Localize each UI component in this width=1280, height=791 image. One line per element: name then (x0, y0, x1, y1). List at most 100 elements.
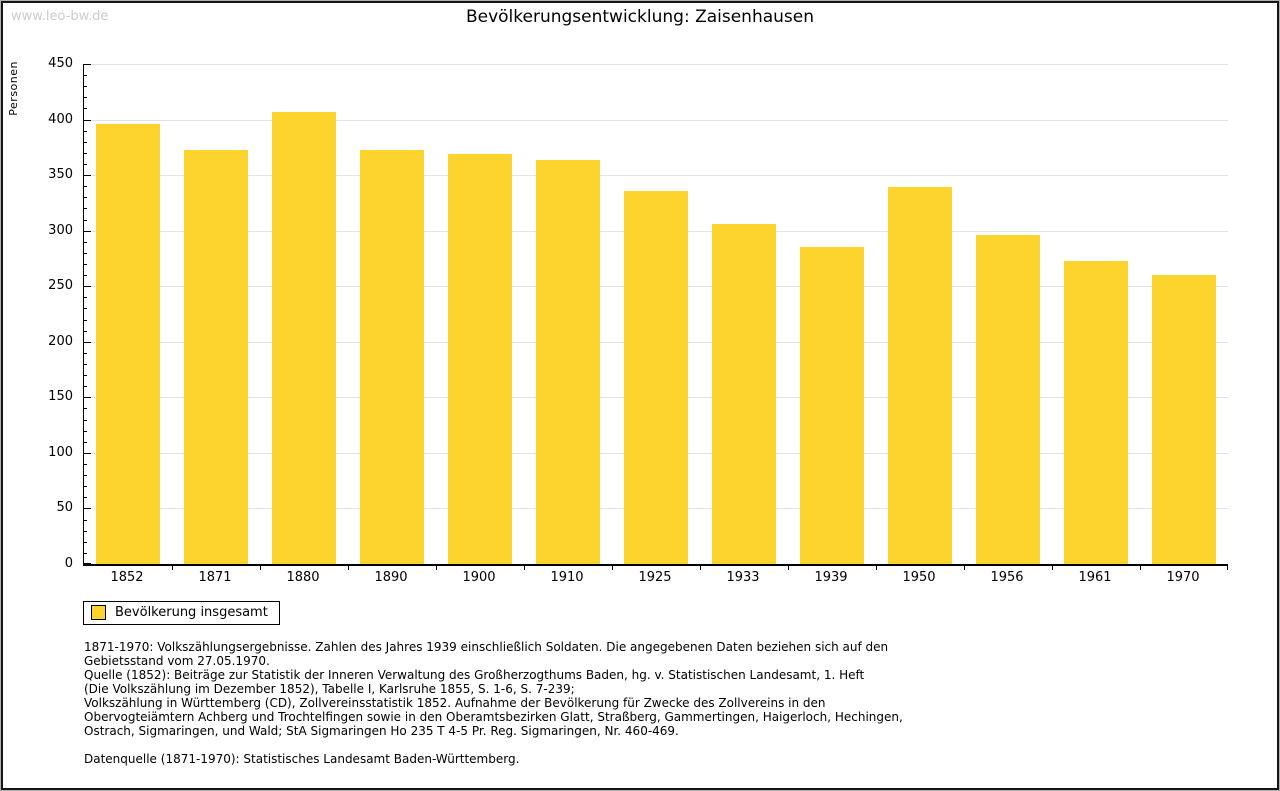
y-minor-tick-130 (84, 419, 87, 421)
y-tick-label-100: 100 (48, 444, 73, 460)
y-minor-tick-430 (84, 86, 87, 88)
x-boundary-tick-11 (1052, 566, 1053, 570)
footer-line: Volkszählung in Württemberg (CD), Zollve… (84, 696, 826, 710)
y-minor-tick-30 (84, 530, 87, 532)
footer-line: Ostrach, Sigmaringen, und Wald; StA Sigm… (84, 724, 679, 738)
y-minor-tick-290 (84, 241, 87, 243)
y-minor-tick-120 (84, 430, 87, 432)
x-tick-label-1950: 1950 (902, 570, 936, 585)
x-boundary-tick-12 (1140, 566, 1141, 570)
y-minor-tick-40 (84, 519, 87, 521)
x-tick-label-1961: 1961 (1078, 570, 1112, 585)
legend-box: Bevölkerung insgesamt (83, 601, 280, 625)
bar-1950 (887, 187, 953, 564)
y-major-tick-200 (84, 341, 91, 343)
x-tick-label-1880: 1880 (286, 570, 320, 585)
y-major-tick-450 (84, 64, 91, 65)
x-tick-label-1970: 1970 (1166, 570, 1200, 585)
bar-1852 (95, 124, 161, 564)
bar-1871 (183, 149, 249, 564)
footer-line: Gebietsstand vom 27.05.1970. (84, 654, 270, 668)
gridline-y-450 (84, 64, 1228, 65)
x-tick-label-1890: 1890 (374, 570, 408, 585)
y-tick-label-150: 150 (48, 389, 73, 405)
x-boundary-tick-3 (348, 566, 349, 570)
y-major-tick-100 (84, 452, 91, 454)
y-tick-label-350: 350 (48, 167, 73, 183)
y-minor-tick-140 (84, 408, 87, 410)
y-minor-tick-330 (84, 197, 87, 199)
footer-line: 1871-1970: Volkszählungsergebnisse. Zahl… (84, 640, 889, 654)
y-minor-tick-410 (84, 108, 87, 110)
x-tick-label-1910: 1910 (550, 570, 584, 585)
chart-title: Bevölkerungsentwicklung: Zaisenhausen (465, 7, 815, 27)
x-tick-label-1900: 1900 (462, 570, 496, 585)
watermark-leo-bw: www.leo-bw.de (11, 9, 109, 24)
y-minor-tick-160 (84, 386, 87, 388)
x-tick-label-1925: 1925 (638, 570, 672, 585)
x-tick-label-1852: 1852 (110, 570, 144, 585)
y-major-tick-400 (84, 119, 91, 121)
bar-1890 (359, 149, 425, 564)
y-minor-tick-310 (84, 219, 87, 221)
y-minor-tick-10 (84, 552, 87, 554)
x-tick-label-1956: 1956 (990, 570, 1024, 585)
y-minor-tick-320 (84, 208, 87, 210)
x-boundary-tick-10 (964, 566, 965, 570)
y-minor-tick-420 (84, 97, 87, 99)
y-minor-tick-390 (84, 130, 87, 132)
y-tick-label-400: 400 (48, 111, 73, 127)
x-boundary-tick-7 (700, 566, 701, 570)
y-minor-tick-340 (84, 186, 87, 188)
bar-1961 (1063, 260, 1129, 564)
y-tick-label-50: 50 (56, 500, 73, 516)
bar-1910 (535, 159, 601, 564)
y-major-tick-50 (84, 508, 91, 510)
y-minor-tick-270 (84, 264, 87, 265)
bar-1880 (271, 111, 337, 564)
bar-1900 (447, 154, 513, 564)
y-minor-tick-60 (84, 497, 87, 499)
y-major-tick-150 (84, 397, 91, 399)
y-minor-tick-90 (84, 464, 87, 465)
footer-line: Obervogteiämtern Achberg und Trochtelfin… (84, 710, 903, 724)
x-boundary-tick-8 (788, 566, 789, 570)
y-tick-label-300: 300 (48, 222, 73, 238)
x-boundary-tick-9 (876, 566, 877, 570)
x-boundary-tick-13 (1227, 566, 1228, 570)
y-tick-label-200: 200 (48, 333, 73, 349)
x-tick-label-1871: 1871 (198, 570, 232, 585)
bar-1939 (799, 247, 865, 564)
footer-notes: 1871-1970: Volkszählungsergebnisse. Zahl… (84, 640, 1237, 766)
y-minor-tick-80 (84, 475, 87, 477)
x-tick-label-1939: 1939 (814, 570, 848, 585)
y-minor-tick-220 (84, 319, 87, 321)
plot-area (83, 64, 1228, 570)
x-boundary-tick-2 (260, 566, 261, 570)
x-boundary-tick-4 (436, 566, 437, 570)
y-major-tick-300 (84, 230, 91, 232)
y-tick-label-250: 250 (48, 278, 73, 294)
footer-line: (Die Volkszählung im Dezember 1852), Tab… (84, 682, 575, 696)
gridline-y-400 (84, 119, 1228, 121)
y-major-tick-0 (84, 563, 91, 564)
bar-1956 (975, 235, 1041, 564)
y-major-tick-250 (84, 286, 91, 288)
legend-swatch-icon (91, 605, 106, 620)
y-minor-tick-440 (84, 75, 87, 77)
y-minor-tick-190 (84, 352, 87, 354)
y-tick-label-450: 450 (48, 56, 73, 71)
legend-label: Bevölkerung insgesamt (115, 605, 268, 620)
y-minor-tick-210 (84, 330, 87, 332)
y-minor-tick-380 (84, 141, 87, 143)
x-boundary-tick-6 (612, 566, 613, 570)
y-major-tick-350 (84, 175, 91, 177)
x-boundary-tick-1 (172, 566, 173, 570)
y-minor-tick-240 (84, 297, 87, 299)
footer-line: Quelle (1852): Beiträge zur Statistik de… (84, 668, 865, 682)
gridline-y-350 (84, 175, 1228, 177)
bar-1970 (1151, 275, 1217, 564)
datasource-line: Datenquelle (1871-1970): Statistisches L… (84, 752, 520, 766)
y-tick-label-0: 0 (64, 556, 73, 571)
